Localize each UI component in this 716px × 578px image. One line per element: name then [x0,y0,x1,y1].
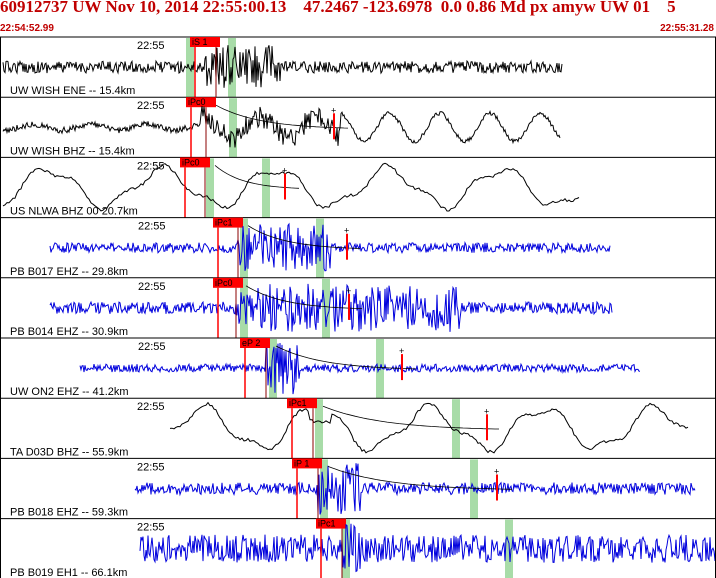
time-tick-label: 22:55 [137,40,165,52]
channel-row[interactable]: 22:55 iPc0 + PB B014 EHZ -- 30.9km [0,277,716,338]
waveform-trace [49,283,613,332]
phase-box [180,157,210,168]
waveform-trace [139,523,716,573]
phase-text: iPc1 [289,398,307,408]
coda-window [240,278,248,338]
event-header: 60912737 UW Nov 10, 2014 22:55:00.13 47.… [0,0,716,22]
coda-window [322,278,330,338]
phase-pick-label[interactable]: iPc0 [186,97,216,108]
time-tick-label: 22:55 [138,281,166,293]
coda-decay-curve [245,285,363,309]
time-tick-label: 22:55 [137,100,165,112]
channel-row[interactable]: 22:55 iPc1 + PB B017 EHZ -- 29.8km [0,217,716,278]
channel-label: TA D03D BHZ -- 55.9km [10,446,128,458]
coda-window [320,459,328,519]
coda-plus-icon: + [344,226,349,236]
channel-label: PB B014 EHZ -- 30.9km [10,326,128,338]
coda-window [316,218,324,278]
channel-label: US NLWA BHZ 00 20.7km [10,206,138,218]
window-start-time: 22:54:52.99 [0,23,54,34]
coda-plus-icon: + [346,286,351,296]
waveform-trace [134,463,696,515]
phase-pick-label[interactable]: iP 1 [292,458,322,469]
coda-plus-icon: + [494,467,499,477]
channel-label: PB B018 EHZ -- 59.3km [10,507,128,519]
waveform-trace [2,162,580,212]
phase-text: eP 2 [242,338,260,348]
coda-window [228,38,236,98]
phase-box [190,37,220,47]
channel-row[interactable]: 22:55 iP 1 + PB B018 EHZ -- 59.3km [0,457,716,519]
phase-text: iPc0 [215,278,233,288]
window-end-time: 22:55:31.28 [660,23,714,34]
phase-box [292,458,322,469]
coda-window [470,459,478,519]
coda-plus-icon: + [282,166,287,176]
phase-text: iP 1 [294,458,309,468]
coda-plus-icon: + [331,105,336,115]
time-tick-label: 22:55 [137,401,165,413]
time-tick-label: 22:55 [138,341,166,353]
channel-label: PB B019 EH1 -- 66.1km [10,567,127,578]
phase-text: iPc0 [188,97,206,107]
phase-pick-label[interactable]: eP 2 [240,338,270,348]
coda-window [262,158,270,218]
phase-text: iPc1 [215,218,233,228]
phase-pick-label[interactable]: iPc0 [213,277,243,288]
channel-row[interactable]: 22:55 iPc0+US NLWA BHZ 00 20.7km [0,156,716,218]
coda-window [206,158,214,218]
coda-decay-curve [322,405,499,430]
channel-row[interactable]: 22:55 iS 1 UW WISH ENE -- 15.4km [0,36,716,98]
coda-window [315,399,323,459]
channel-label: UW ON2 EHZ -- 41.2km [10,386,129,398]
phase-pick-label[interactable]: iPc1 [213,217,243,228]
coda-plus-icon: + [399,346,404,356]
coda-window [342,519,350,578]
phase-pick-label[interactable]: iS 1 [190,37,220,47]
phase-text: iS 1 [192,37,208,47]
phase-text: iPc0 [182,157,200,167]
time-tick-label: 22:55 [137,522,165,534]
phase-box [186,97,216,108]
phase-text: iPc1 [318,519,336,529]
phase-box [287,398,317,409]
coda-window [229,98,237,158]
phase-pick-label[interactable]: iPc1 [287,398,317,409]
coda-decay-curve [275,345,417,370]
coda-decay-curve [327,466,513,490]
phase-pick-label[interactable]: iPc0 [180,157,210,168]
coda-decay-curve [247,225,361,249]
coda-decay-curve [215,104,349,129]
channel-label: PB B017 EHZ -- 29.8km [10,266,128,278]
waveform-trace [2,45,563,88]
channel-label: UW WISH ENE -- 15.4km [10,85,135,97]
event-title: 60912737 UW Nov 10, 2014 22:55:00.13 47.… [0,0,676,16]
waveform-trace [2,105,561,148]
phase-box [316,518,346,529]
phase-pick-label[interactable]: iPc1 [316,518,346,529]
coda-window [452,399,460,459]
time-tick-label: 22:55 [137,461,165,473]
waveform-trace [49,222,611,272]
channel-row[interactable]: 22:55 iPc1 + TA D03D BHZ -- 55.9km [0,397,716,459]
coda-plus-icon: + [484,406,489,416]
channel-row[interactable]: 22:55 iPc1 PB B019 EH1 -- 66.1km [0,518,716,578]
phase-box [240,338,270,348]
waveform-trace [169,401,689,454]
coda-window [186,38,194,98]
phase-box [213,277,243,288]
channel-row[interactable]: 22:55 eP 2 + UW ON2 EHZ -- 41.2km [0,337,716,399]
time-tick-label: 22:55 [138,221,166,233]
coda-window [269,339,277,399]
phase-box [213,217,243,228]
channel-row[interactable]: 22:55 iPc0 + UW WISH BHZ -- 15.4km [0,96,716,158]
channel-label: UW WISH BHZ -- 15.4km [10,145,135,157]
